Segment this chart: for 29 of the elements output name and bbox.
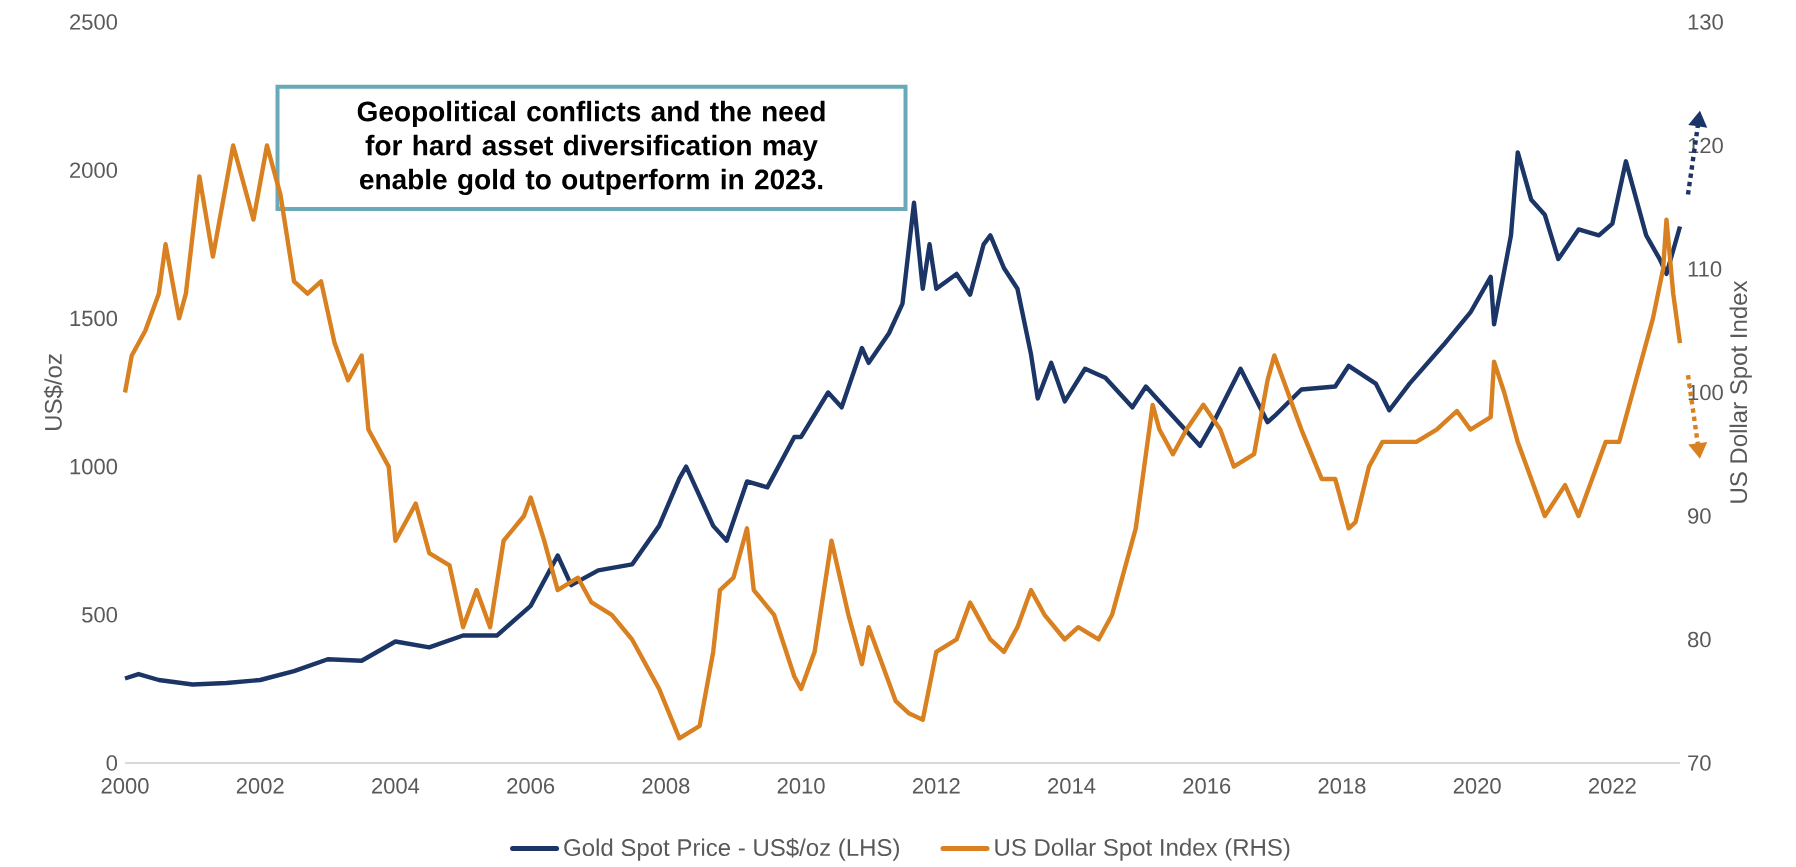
y-tick-label: 500 [82,607,118,623]
y2-tick-label: 90 [1688,508,1711,524]
x-tick-label: 2004 [372,778,420,794]
x-tick-label: 2014 [1048,778,1096,794]
legend-label: US Dollar Spot Index (RHS) [995,838,1290,861]
x-tick-label: 2016 [1183,778,1231,794]
x-tick-label: 2022 [1589,778,1636,794]
annotation: Geopolitical conflicts and the need for hard asset diversification may enable gold to outperform in 2023. [357,100,825,196]
y-tick-label: 1500 [70,310,118,327]
y-tick-label: 1000 [70,458,118,475]
x-tick-label: 2010 [777,778,825,794]
y2-axis-title: US Dollar Spot Index [1729,280,1752,503]
legend-label: Gold Spot Price - US$/oz (LHS) [564,838,899,861]
y2-tick-label: 100 [1688,384,1723,401]
x-tick-label: 2006 [507,778,555,794]
y2-tick-label: 130 [1688,14,1723,30]
y2-tick-label: 70 [1688,755,1711,771]
x-tick-label: 2002 [236,778,284,794]
y-tick-label: 2000 [70,162,118,179]
x-tick-label: 2020 [1453,778,1501,794]
x-tick-label: 2018 [1318,778,1366,794]
y2-tick-label: 80 [1688,631,1711,648]
x-tick-label: 2012 [912,778,960,794]
x-tick-label: 2008 [642,778,690,794]
y2-tick-label: 110 [1688,261,1722,277]
y-axis-title: US$/oz [43,354,64,431]
y-tick-label: 0 [106,755,118,771]
x-tick-label: 2000 [101,778,149,794]
y-tick-label: 2500 [70,14,118,30]
